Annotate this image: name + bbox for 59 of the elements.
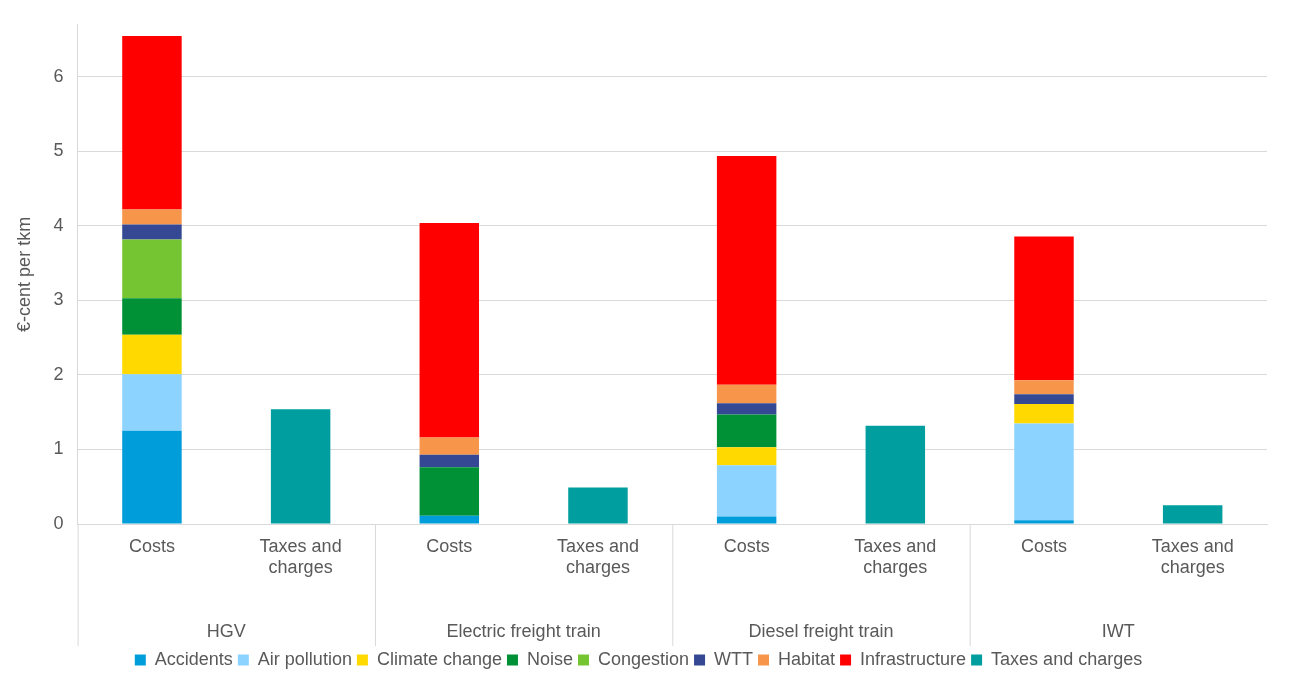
- y-tick-label: 4: [53, 214, 64, 235]
- x-tick-label: Taxes and charges: [259, 535, 342, 578]
- text: Electric freight train: [446, 620, 601, 641]
- x-tick-label: Taxes and charges: [1151, 535, 1234, 578]
- bar: [419, 454, 480, 468]
- bar: [716, 384, 777, 404]
- bar: [122, 239, 182, 299]
- legend-label: Air pollution: [257, 648, 352, 669]
- bar: [122, 224, 182, 240]
- legend-label: Noise: [526, 648, 573, 669]
- legend-label: Infrastructure: [860, 648, 967, 669]
- bar: [1014, 394, 1074, 405]
- bar: [1162, 505, 1223, 524]
- text: Diesel freight train: [748, 620, 894, 641]
- y-tick-label: 6: [53, 65, 64, 86]
- legend-label: WTT: [714, 648, 754, 669]
- y-axis-title: €-cent per tkm: [13, 216, 34, 332]
- bar: [865, 425, 926, 524]
- y-tick-label: 5: [53, 140, 64, 161]
- y-tick-label: 0: [53, 512, 64, 533]
- x-tick-label: Costs: [128, 535, 175, 556]
- x-tick-label: Taxes and charges: [556, 535, 639, 578]
- x-tick-label: Taxes and charges: [854, 535, 937, 578]
- legend-label: Habitat: [778, 648, 836, 669]
- bar: [122, 334, 182, 375]
- x-tick-label: Costs: [1020, 535, 1067, 556]
- bar: [716, 414, 777, 448]
- bar: [419, 467, 480, 516]
- y-tick-label: 2: [53, 363, 64, 384]
- bar: [1014, 236, 1074, 381]
- bar: [270, 409, 331, 524]
- legend-label: Climate change: [376, 648, 502, 669]
- bar: [122, 430, 182, 524]
- bar: [419, 515, 480, 524]
- text: IWT: [1101, 620, 1135, 641]
- bar: [716, 516, 777, 524]
- y-tick-label: 3: [53, 289, 64, 310]
- legend-label: Accidents: [154, 648, 233, 669]
- bar: [716, 447, 777, 466]
- legend-label: Congestion: [597, 648, 690, 669]
- bar: [716, 155, 777, 385]
- bar: [122, 35, 182, 210]
- bar: [568, 487, 628, 524]
- bar: [122, 374, 182, 431]
- bar: [122, 298, 182, 335]
- bar: [419, 437, 480, 455]
- bar: [419, 222, 480, 438]
- bar: [1014, 404, 1074, 424]
- x-tick-label: Costs: [426, 535, 473, 556]
- bar: [1014, 380, 1074, 395]
- bar: [716, 465, 777, 517]
- x-tick-label: Costs: [723, 535, 770, 556]
- bar: [1014, 520, 1074, 524]
- bar: [716, 403, 777, 415]
- bar: [1014, 423, 1074, 521]
- y-tick-label: 1: [53, 438, 64, 459]
- bar: [122, 209, 182, 225]
- legend-label: Taxes and charges: [991, 648, 1143, 669]
- text: HGV: [206, 620, 246, 641]
